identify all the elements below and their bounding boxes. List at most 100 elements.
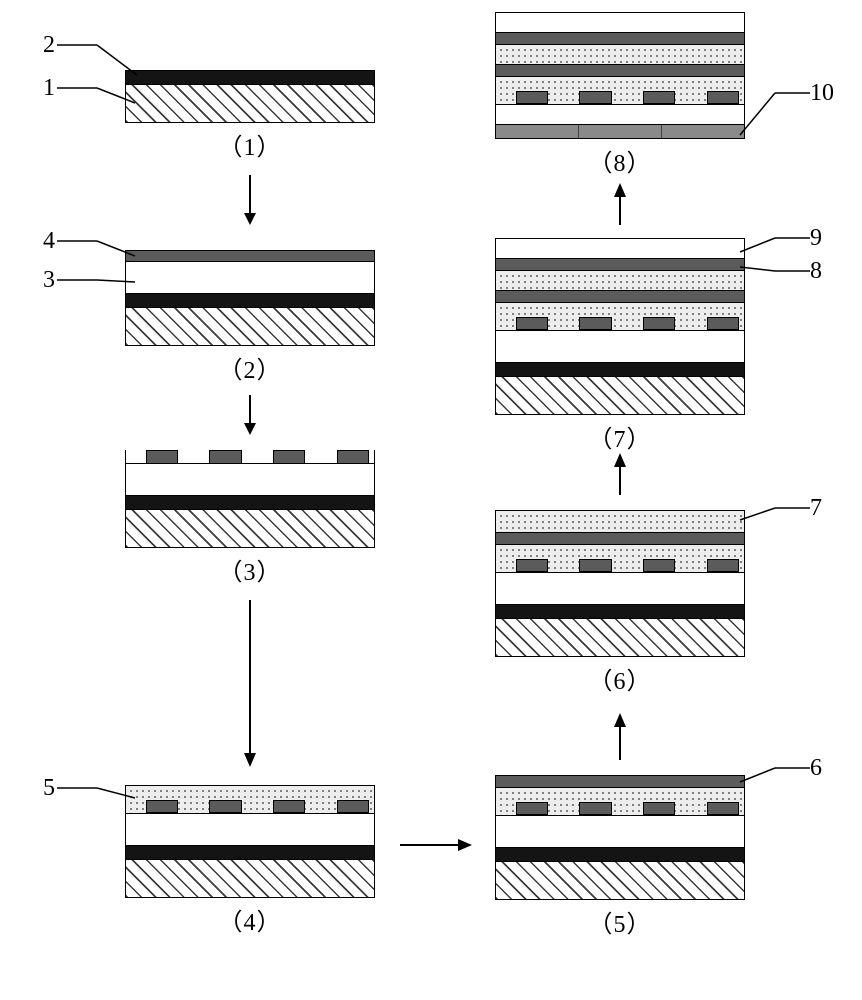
panel-5: （5）	[495, 775, 745, 939]
label-5: 5	[43, 775, 55, 802]
arrow-4-5	[395, 830, 475, 860]
layer-cap-white	[496, 12, 744, 32]
stack-2	[125, 250, 375, 346]
layer-8-gray	[496, 258, 744, 270]
caption-1: （1）	[125, 127, 375, 162]
segment	[707, 802, 739, 815]
segment	[707, 91, 739, 104]
layer-6-gray	[496, 775, 744, 787]
label-7: 7	[810, 495, 822, 522]
arrow-5-6	[600, 710, 640, 765]
layer-1-hatch	[496, 618, 744, 656]
segment	[209, 450, 241, 463]
layer-3-white	[496, 815, 744, 847]
segment	[707, 317, 739, 330]
label-6: 6	[810, 755, 822, 782]
segment	[643, 317, 675, 330]
layer-5-dots	[496, 787, 744, 815]
leader-7	[740, 508, 810, 533]
arrow-2-3	[230, 390, 270, 440]
caption-2: （2）	[125, 350, 375, 385]
label-9: 9	[810, 225, 822, 252]
segment	[273, 800, 305, 813]
stack-1	[125, 70, 375, 123]
stack-5	[495, 775, 745, 900]
layer-3-white	[126, 261, 374, 293]
segment	[146, 800, 178, 813]
caption-4: （4）	[125, 902, 375, 937]
layer-2-black	[496, 362, 744, 376]
layer-7-dots2	[496, 44, 744, 64]
layer-cap-gray	[496, 32, 744, 44]
layer-7-dots2	[496, 510, 744, 532]
segment	[516, 91, 548, 104]
layer-6-gray	[496, 64, 744, 76]
panel-3: （3）	[125, 450, 375, 587]
layer-1-hatch	[126, 84, 374, 122]
label-3: 3	[43, 267, 55, 294]
layer-5-dots	[126, 785, 374, 813]
stack-4	[125, 785, 375, 898]
leader-4	[57, 241, 142, 271]
label-2: 2	[43, 32, 55, 59]
arrow-1-2	[230, 170, 270, 230]
layer-2-black	[126, 70, 374, 84]
segment	[643, 91, 675, 104]
caption-8: （8）	[495, 143, 745, 178]
layer-1-hatch	[496, 376, 744, 414]
segment	[516, 802, 548, 815]
leader-2	[57, 45, 142, 85]
panel-7: （7）	[495, 238, 745, 454]
caption-7: （7）	[495, 419, 745, 454]
layer-2-black	[496, 604, 744, 618]
layer-7-dots2	[496, 270, 744, 290]
leader-3	[57, 280, 142, 300]
layer-2-black	[126, 293, 374, 307]
layer-4-segmented	[126, 450, 374, 463]
layer-5-dots	[496, 544, 744, 572]
arrow-6-7	[600, 450, 640, 500]
layer-2-black	[126, 495, 374, 509]
layer-6-gray	[496, 290, 744, 302]
layer-cap-white	[496, 238, 744, 258]
leader-1	[57, 88, 142, 118]
segment	[579, 91, 611, 104]
layer-4-gray	[126, 250, 374, 261]
segment	[643, 559, 675, 572]
layer-2-black	[126, 845, 374, 859]
layer-2-black	[496, 847, 744, 861]
leader-10	[740, 93, 810, 148]
label-8: 8	[810, 258, 822, 285]
segment	[337, 450, 369, 463]
layer-10-pads	[496, 124, 744, 138]
label-1: 1	[43, 75, 55, 102]
segment	[337, 800, 369, 813]
panel-2: （2）	[125, 250, 375, 385]
stack-6	[495, 510, 745, 657]
layer-1-hatch	[126, 509, 374, 547]
segment	[579, 317, 611, 330]
stack-3	[125, 450, 375, 548]
caption-3: （3）	[125, 552, 375, 587]
leader-6	[740, 768, 810, 793]
leader-5	[57, 788, 142, 813]
segment	[579, 802, 611, 815]
panel-1: （1）	[125, 70, 375, 162]
label-10: 10	[810, 80, 834, 107]
layer-3-white	[496, 330, 744, 362]
segment	[707, 559, 739, 572]
segment	[209, 800, 241, 813]
segment	[146, 450, 178, 463]
layer-6-gray	[496, 532, 744, 544]
segment	[273, 450, 305, 463]
layer-1-hatch	[126, 307, 374, 345]
segment	[643, 802, 675, 815]
layer-sub-white	[496, 104, 744, 124]
layer-1-hatch	[126, 859, 374, 897]
arrow-3-4	[230, 595, 270, 770]
segment	[579, 559, 611, 572]
panel-8: （8）	[495, 12, 745, 178]
panel-4: （4）	[125, 785, 375, 937]
layer-3-white	[496, 572, 744, 604]
stack-7	[495, 238, 745, 415]
